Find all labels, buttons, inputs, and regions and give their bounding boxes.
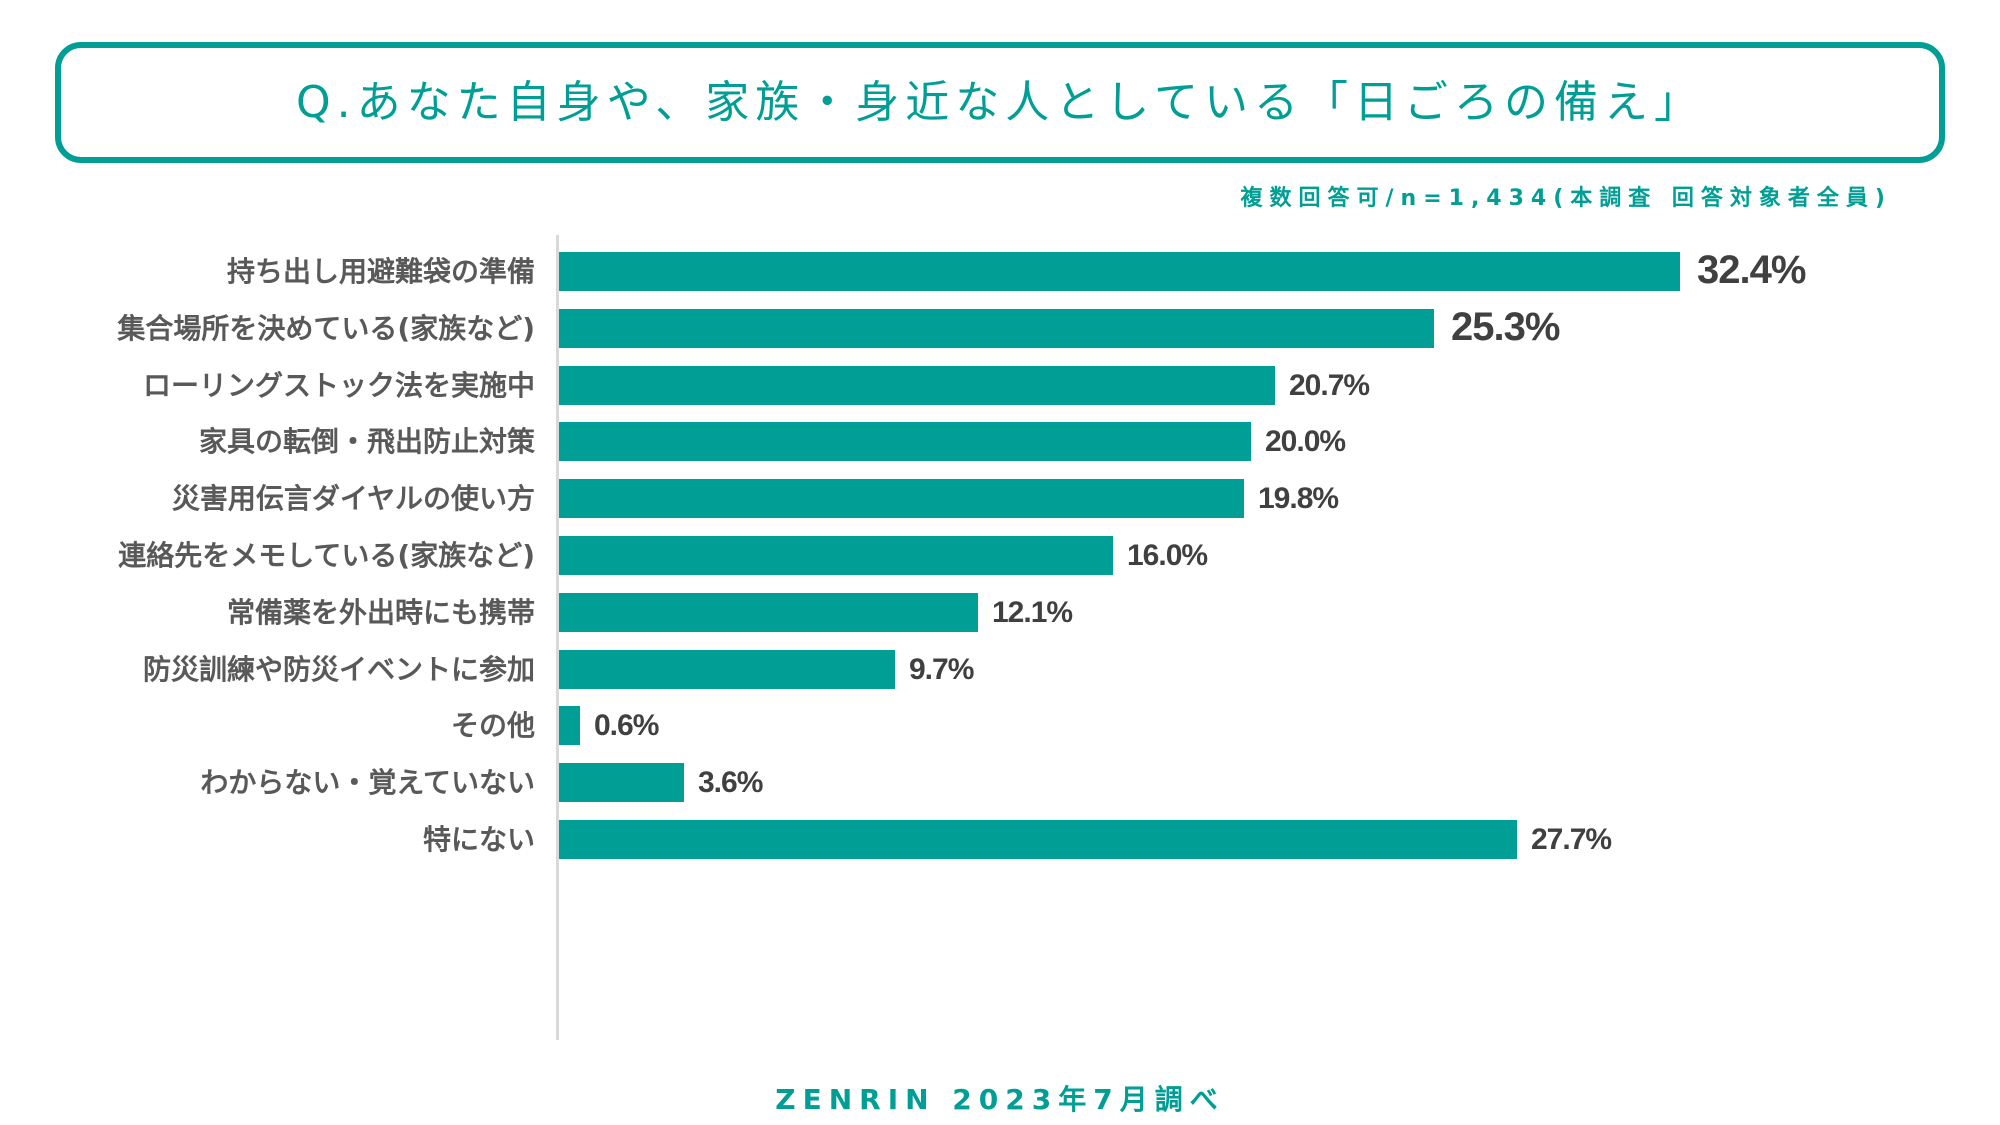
category-label: その他 xyxy=(450,709,535,742)
bar xyxy=(559,479,1244,518)
question-title-box: Q.あなた自身や、家族・身近な人としている「日ごろの備え」 xyxy=(55,42,1945,163)
value-label: 12.1% xyxy=(992,596,1073,629)
value-label: 20.7% xyxy=(1289,369,1370,402)
bar xyxy=(559,366,1275,405)
category-label: 持ち出し用避難袋の準備 xyxy=(226,255,535,288)
value-label: 0.6% xyxy=(594,709,659,742)
category-label: 家具の転倒・飛出防止対策 xyxy=(198,425,535,458)
value-label: 9.7% xyxy=(909,653,974,686)
bar xyxy=(559,650,895,689)
value-label: 32.4% xyxy=(1697,248,1806,292)
value-label: 27.7% xyxy=(1531,823,1612,856)
category-axis-line xyxy=(556,235,559,1040)
chart-title: Q.あなた自身や、家族・身近な人としている「日ごろの備え」 xyxy=(296,77,1704,128)
bar xyxy=(559,309,1434,348)
source-footer: ZENRIN 2023年7月調べ xyxy=(775,1083,1225,1116)
value-label: 19.8% xyxy=(1258,482,1339,515)
category-label: 特にない xyxy=(422,823,535,856)
category-label: 防災訓練や防災イベントに参加 xyxy=(142,653,535,686)
category-label: ローリングストック法を実施中 xyxy=(142,369,535,402)
value-label: 16.0% xyxy=(1127,539,1208,572)
bar xyxy=(559,536,1113,575)
category-label: 連絡先をメモしている(家族など) xyxy=(118,539,535,572)
value-label: 20.0% xyxy=(1265,425,1346,458)
bar xyxy=(559,593,978,632)
bar xyxy=(559,820,1517,859)
bar xyxy=(559,422,1251,461)
bar xyxy=(559,706,580,745)
chart-subtitle: 複数回答可/n=1,434(本調査 回答対象者全員) xyxy=(1240,186,1892,211)
category-label: 常備薬を外出時にも携帯 xyxy=(226,596,535,629)
value-label: 25.3% xyxy=(1451,305,1560,349)
bar xyxy=(559,252,1680,291)
category-label: 集合場所を決めている(家族など) xyxy=(117,312,535,345)
value-label: 3.6% xyxy=(698,766,763,799)
category-label: 災害用伝言ダイヤルの使い方 xyxy=(171,482,535,515)
category-label: わからない・覚えていない xyxy=(200,766,535,799)
bar xyxy=(559,763,684,802)
